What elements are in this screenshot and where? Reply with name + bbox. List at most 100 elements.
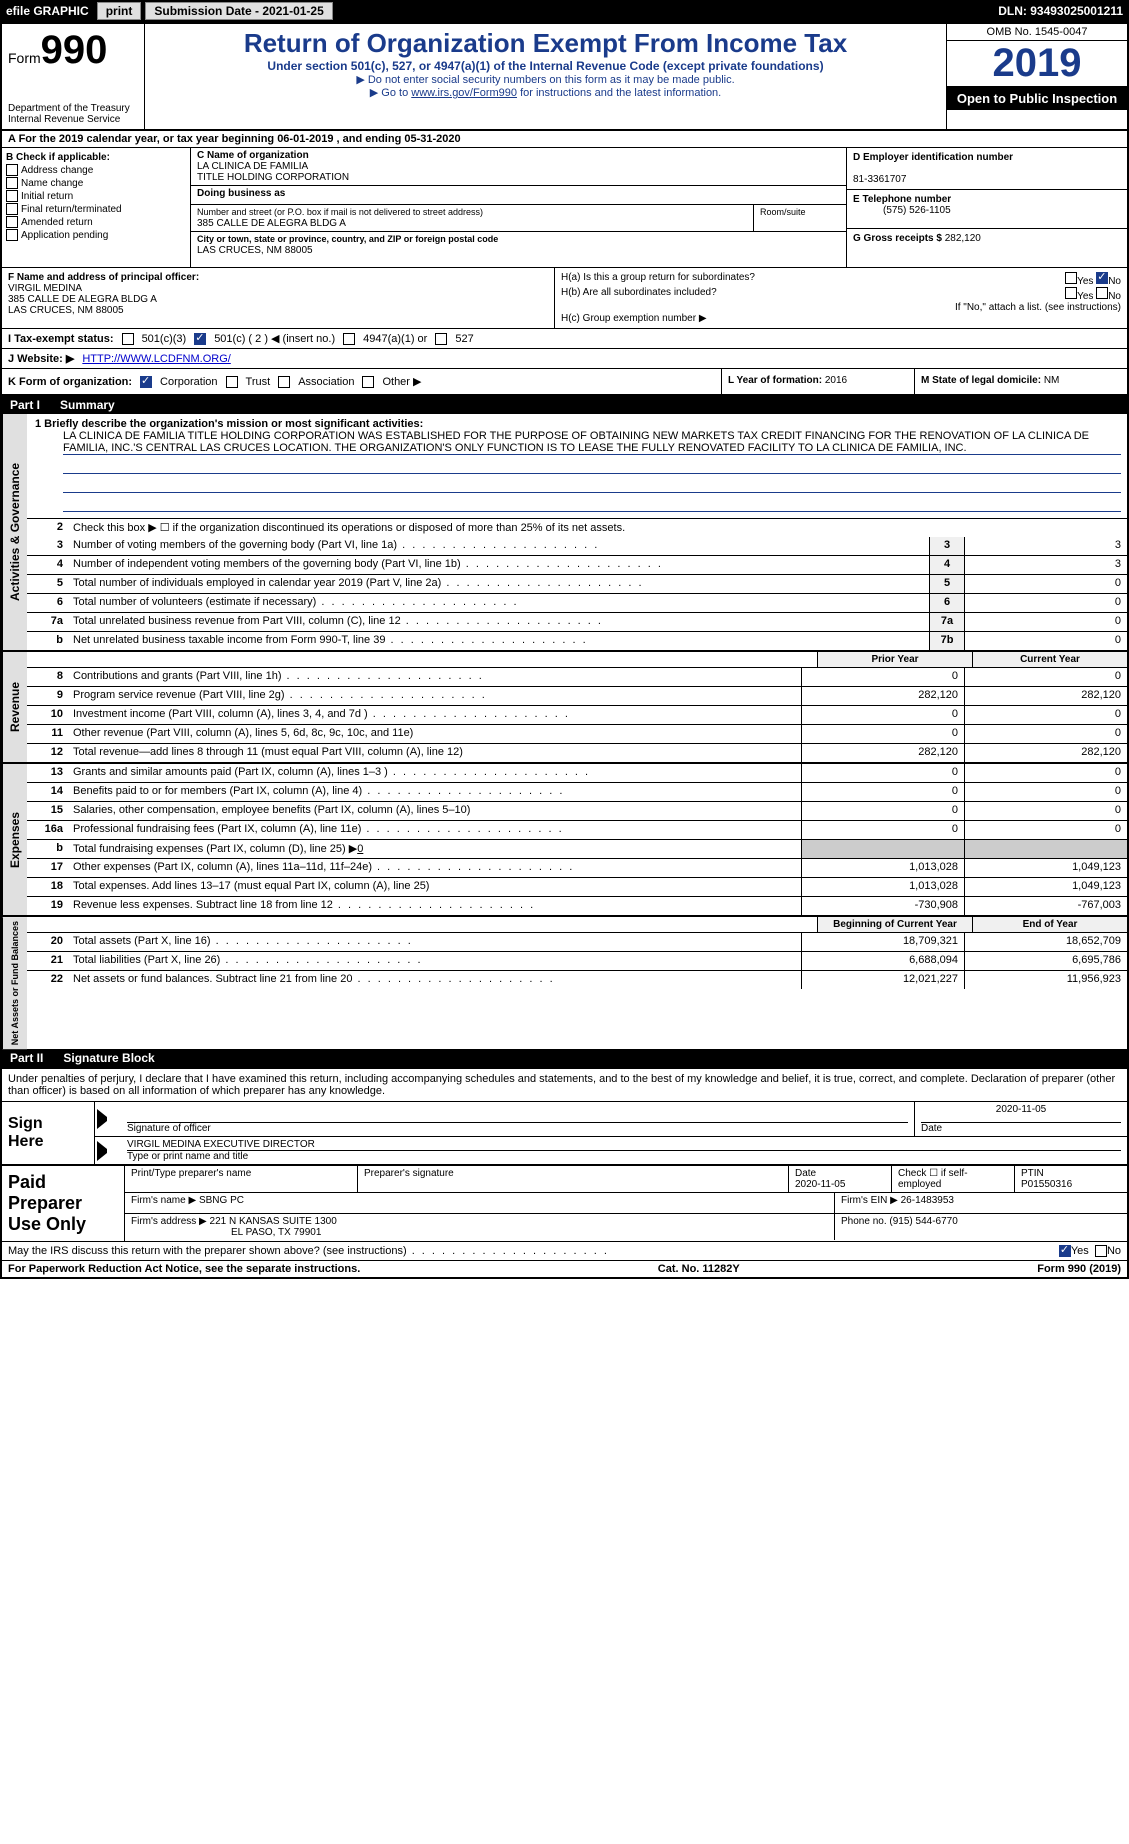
ln-num: 10 — [27, 706, 69, 724]
h-b-row: H(b) Are all subordinates included? Yes … — [561, 287, 1121, 302]
box-b: B Check if applicable: Address change Na… — [2, 148, 191, 267]
ha-answer: Yes No — [1065, 272, 1121, 287]
ln-num: 19 — [27, 897, 69, 915]
chk-name-change[interactable]: Name change — [6, 177, 186, 189]
line-9: 9Program service revenue (Part VIII, lin… — [27, 687, 1127, 706]
sig-officer-cell: Signature of officer — [121, 1102, 915, 1136]
header-right: OMB No. 1545-0047 2019 Open to Public In… — [946, 24, 1127, 129]
org-name-row: C Name of organization LA CLINICA DE FAM… — [191, 148, 846, 186]
goto-pre: ▶ Go to — [370, 87, 411, 99]
l5-val: 0 — [964, 575, 1127, 593]
hc-label: H(c) Group exemption number ▶ — [561, 313, 1121, 324]
l12-text: Total revenue—add lines 8 through 11 (mu… — [69, 744, 801, 762]
l3-val: 3 — [964, 537, 1127, 555]
part1-body: Activities & Governance 1 Briefly descri… — [2, 414, 1127, 1049]
line-8: 8Contributions and grants (Part VIII, li… — [27, 668, 1127, 687]
l16a-text: Professional fundraising fees (Part IX, … — [69, 821, 801, 839]
line-7b: bNet unrelated business taxable income f… — [27, 632, 1127, 650]
chk-final-return[interactable]: Final return/terminated — [6, 203, 186, 215]
end-year-hdr: End of Year — [972, 917, 1127, 932]
part1-num: Part I — [10, 398, 40, 412]
l6-text: Total number of volunteers (estimate if … — [69, 594, 929, 612]
l18-prior: 1,013,028 — [801, 878, 964, 896]
chk-initial-label: Initial return — [21, 191, 73, 202]
501c3-label: 501(c)(3) — [142, 333, 187, 345]
chk-initial-return[interactable]: Initial return — [6, 190, 186, 202]
mission-blank — [63, 478, 1121, 493]
submission-date-button[interactable]: Submission Date - 2021-01-25 — [145, 2, 332, 20]
ln-num: 20 — [27, 933, 69, 951]
checkbox-icon — [1065, 287, 1077, 299]
ln-box: 7b — [929, 632, 964, 650]
l5-text: Total number of individuals employed in … — [69, 575, 929, 593]
part2-title: Signature Block — [63, 1051, 154, 1065]
l19-prior: -730,908 — [801, 897, 964, 915]
website-link[interactable]: HTTP://WWW.LCDFNM.ORG/ — [82, 353, 230, 365]
discuss-yes: Yes — [1071, 1245, 1089, 1257]
officer-addr1: 385 CALLE DE ALEGRA BLDG A — [8, 294, 157, 305]
checkbox-icon — [278, 376, 290, 388]
ln-num: 18 — [27, 878, 69, 896]
ein-label: D Employer identification number — [853, 152, 1013, 163]
l17-prior: 1,013,028 — [801, 859, 964, 877]
527-label: 527 — [455, 333, 473, 345]
netassets-block: Net Assets or Fund Balances Beginning of… — [2, 917, 1127, 1049]
l16b-val: 0 — [357, 843, 363, 855]
line-3: 3Number of voting members of the governi… — [27, 537, 1127, 556]
part1-title: Summary — [60, 398, 115, 412]
box-k: K Form of organization: Corporation Trus… — [2, 369, 721, 394]
prep-header-line: Print/Type preparer's name Preparer's si… — [125, 1166, 1127, 1193]
l21-text: Total liabilities (Part X, line 26) — [69, 952, 801, 970]
l16b-current — [964, 840, 1127, 858]
chk-amended-return[interactable]: Amended return — [6, 216, 186, 228]
hb-note: If "No," attach a list. (see instruction… — [561, 302, 1121, 313]
prep-t3: Use Only — [8, 1214, 118, 1235]
efile-label: efile GRAPHIC — [0, 4, 95, 18]
tax-status-label: I Tax-exempt status: — [8, 333, 114, 345]
ln-num: 21 — [27, 952, 69, 970]
checkbox-icon — [6, 164, 18, 176]
firm-addr1: 221 N KANSAS SUITE 1300 — [210, 1216, 337, 1227]
preparer-block: Paid Preparer Use Only Print/Type prepar… — [2, 1164, 1127, 1241]
sig-date-val: 2020-11-05 — [921, 1104, 1121, 1123]
l14-current: 0 — [964, 783, 1127, 801]
revenue-block: Revenue Prior YearCurrent Year 8Contribu… — [2, 652, 1127, 764]
ln-num: 5 — [27, 575, 69, 593]
l7b-val: 0 — [964, 632, 1127, 650]
501c-label: 501(c) ( 2 ) ◀ (insert no.) — [214, 332, 335, 345]
section-klm: K Form of organization: Corporation Trus… — [2, 369, 1127, 396]
checkbox-icon — [1095, 1245, 1107, 1257]
sign-here-row: Sign Here Signature of officer 2020-11-0… — [2, 1102, 1127, 1164]
l9-current: 282,120 — [964, 687, 1127, 705]
irs-label: Internal Revenue Service — [8, 114, 138, 125]
part1-header: Part I Summary — [2, 396, 1127, 414]
line-19: 19Revenue less expenses. Subtract line 1… — [27, 897, 1127, 915]
prep-date-cell: Date2020-11-05 — [789, 1166, 892, 1192]
ln-num: 22 — [27, 971, 69, 989]
l10-current: 0 — [964, 706, 1127, 724]
l16a-prior: 0 — [801, 821, 964, 839]
checkbox-checked-icon — [1059, 1245, 1071, 1257]
m-label: M State of legal domicile: — [921, 375, 1041, 386]
rev-header: Prior YearCurrent Year — [27, 652, 1127, 668]
arrow-icon — [97, 1141, 119, 1161]
k-trust: Trust — [246, 376, 271, 388]
chk-application-pending[interactable]: Application pending — [6, 229, 186, 241]
box-f: F Name and address of principal officer:… — [2, 268, 555, 328]
print-button[interactable]: print — [97, 2, 142, 20]
sig-blank — [127, 1104, 908, 1123]
chk-address-change[interactable]: Address change — [6, 164, 186, 176]
chk-addr-label: Address change — [21, 165, 93, 176]
l8-text: Contributions and grants (Part VIII, lin… — [69, 668, 801, 686]
l22-begin: 12,021,227 — [801, 971, 964, 989]
irs-link[interactable]: www.irs.gov/Form990 — [411, 87, 517, 99]
l16b-prior — [801, 840, 964, 858]
org-name-label: C Name of organization — [197, 150, 309, 161]
checkbox-icon — [1065, 272, 1077, 284]
line-7a: 7aTotal unrelated business revenue from … — [27, 613, 1127, 632]
line-12: 12Total revenue—add lines 8 through 11 (… — [27, 744, 1127, 762]
box-m: M State of legal domicile: NM — [914, 369, 1127, 394]
l20-begin: 18,709,321 — [801, 933, 964, 951]
sign-word: Sign — [8, 1115, 88, 1133]
ssn-note: ▶ Do not enter social security numbers o… — [149, 73, 942, 86]
